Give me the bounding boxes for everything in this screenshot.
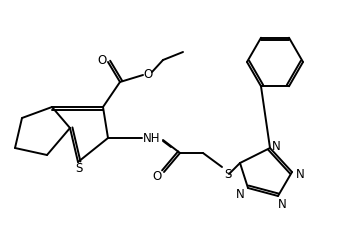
- Text: N: N: [236, 187, 245, 200]
- Text: S: S: [75, 162, 83, 175]
- Text: O: O: [153, 169, 161, 182]
- Text: NH: NH: [143, 132, 161, 144]
- Text: N: N: [296, 168, 304, 180]
- Text: O: O: [97, 54, 107, 67]
- Text: S: S: [224, 168, 232, 181]
- Text: N: N: [277, 198, 286, 210]
- Text: N: N: [272, 139, 280, 152]
- Text: O: O: [143, 68, 153, 82]
